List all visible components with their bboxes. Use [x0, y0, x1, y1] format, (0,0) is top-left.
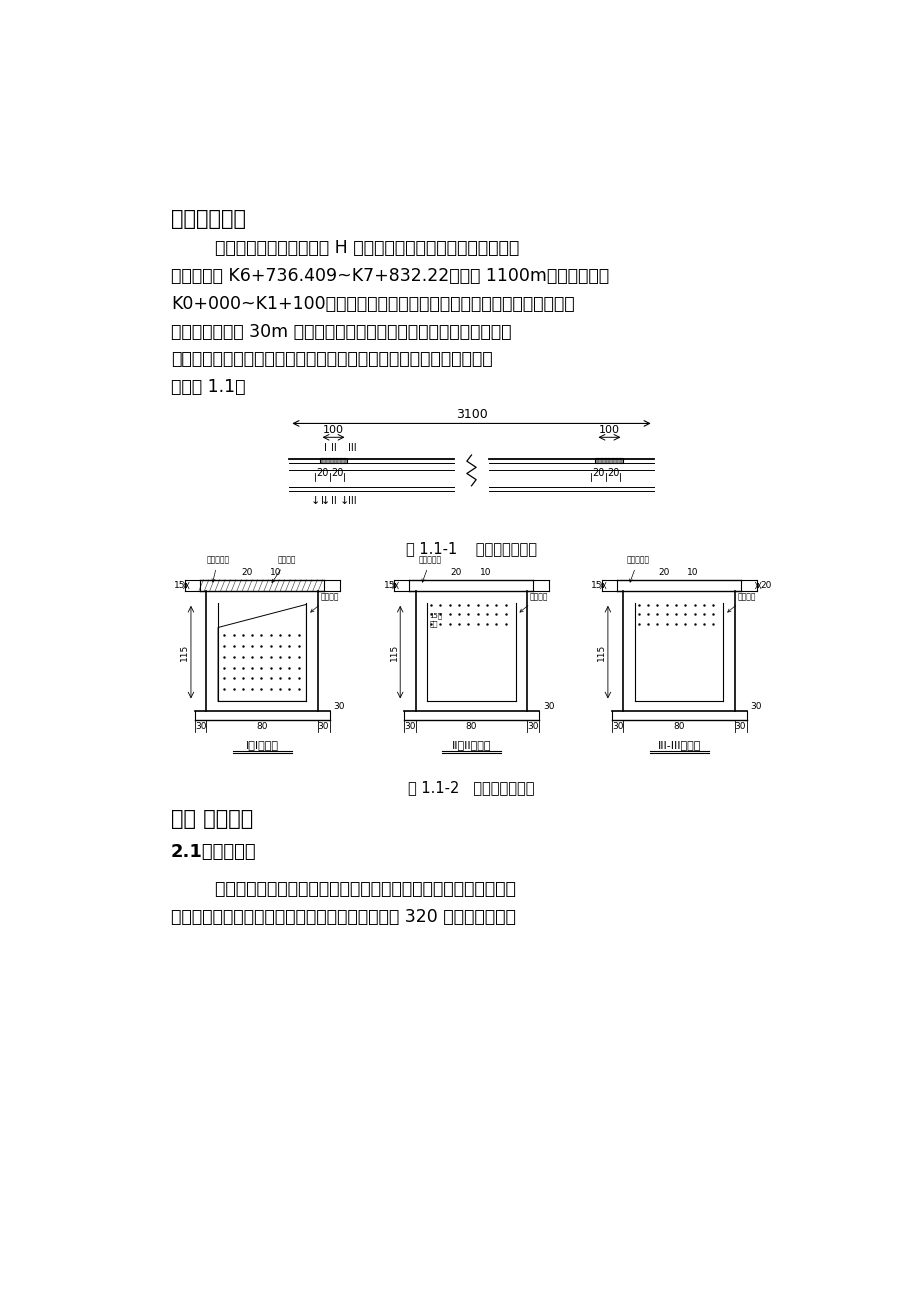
Text: 困难，为加快施工进度，保证施工工期，考虑采用 320 炮机进行开挖成: 困难，为加快施工进度，保证施工工期，考虑采用 320 炮机进行开挖成	[171, 907, 516, 926]
Text: 图见图 1.1：: 图见图 1.1：	[171, 378, 245, 396]
Text: 讫点桩号为 K6+736.409~K7+832.22，全长 1100m。独立桩号为: 讫点桩号为 K6+736.409~K7+832.22，全长 1100m。独立桩号…	[171, 267, 608, 285]
Text: 10: 10	[270, 568, 281, 577]
Text: 一、工程概况: 一、工程概况	[171, 208, 245, 229]
Text: 15: 15	[175, 581, 186, 590]
Text: 道路基层: 道路基层	[727, 592, 755, 612]
Text: 雨水篦子: 雨水篦子	[272, 556, 296, 582]
Text: II－II剖面图: II－II剖面图	[451, 740, 491, 750]
Text: 10: 10	[479, 568, 491, 577]
Text: 100: 100	[598, 424, 619, 435]
Text: 图 1.1-1    排水边沟立面图: 图 1.1-1 排水边沟立面图	[405, 542, 537, 556]
Text: 2.1、边沟开挖: 2.1、边沟开挖	[171, 844, 256, 861]
Text: 15: 15	[591, 581, 602, 590]
Text: ↓: ↓	[310, 496, 319, 505]
Text: 本工段大部分为挖方段，排水沟所处位置地质大多为普坚石，开挖: 本工段大部分为挖方段，排水沟所处位置地质大多为普坚石，开挖	[171, 880, 516, 898]
Text: 30: 30	[527, 723, 538, 732]
Text: 20: 20	[592, 467, 604, 478]
Text: 30: 30	[734, 723, 745, 732]
Text: 30: 30	[611, 723, 623, 732]
Text: 30: 30	[317, 723, 329, 732]
Text: ↓: ↓	[339, 496, 348, 505]
Text: 115: 115	[390, 643, 398, 660]
Text: II: II	[331, 443, 337, 453]
Text: 3100: 3100	[455, 408, 487, 421]
Text: 30: 30	[195, 723, 207, 732]
Text: I: I	[324, 443, 327, 453]
Text: 15厚
浆砌: 15厚 浆砌	[429, 613, 442, 626]
Text: 100: 100	[323, 424, 344, 435]
Text: 20: 20	[760, 581, 771, 590]
Text: III-III剖面图: III-III剖面图	[657, 740, 700, 750]
Text: 混凝土盖板: 混凝土盖板	[626, 556, 649, 582]
Text: 115: 115	[596, 643, 606, 660]
Text: 20: 20	[316, 467, 328, 478]
Text: 20: 20	[241, 568, 252, 577]
Text: ↓: ↓	[321, 496, 330, 505]
Text: 20: 20	[657, 568, 669, 577]
Bar	[319, 458, 347, 464]
Text: 80: 80	[256, 723, 267, 732]
Text: 15: 15	[383, 581, 394, 590]
Text: III: III	[347, 443, 356, 453]
Text: 道路基层: 道路基层	[311, 592, 338, 612]
Text: 20: 20	[607, 467, 618, 478]
Text: 全覆盖式，每隔 30m 设置一道进水口，将路面雨水排入水沟，进水口: 全覆盖式，每隔 30m 设置一道进水口，将路面雨水排入水沟，进水口	[171, 323, 511, 341]
Text: 20: 20	[449, 568, 461, 577]
Text: 设置一道雨水篦子，雨水篦子采用钢筋网片制作，排水沟立面图及截面: 设置一道雨水篦子，雨水篦子采用钢筋网片制作，排水沟立面图及截面	[171, 350, 492, 368]
Text: 115: 115	[180, 643, 189, 660]
Text: 80: 80	[673, 723, 685, 732]
Text: 20: 20	[331, 467, 343, 478]
Text: I－I剖面图: I－I剖面图	[245, 740, 278, 750]
Bar	[595, 458, 623, 464]
Text: 二、 施工工艺: 二、 施工工艺	[171, 810, 253, 829]
Text: 混凝土盖板: 混凝土盖板	[206, 556, 230, 582]
Text: K0+000~K1+100，该标段排水方式采用道路两侧修建排水沟，排水沟为: K0+000~K1+100，该标段排水方式采用道路两侧修建排水沟，排水沟为	[171, 294, 573, 312]
Text: 道路基层: 道路基层	[519, 592, 548, 612]
Text: 30: 30	[750, 702, 761, 711]
Text: 图 1.1-2   排水边沟剖面图: 图 1.1-2 排水边沟剖面图	[408, 780, 534, 796]
Text: 80: 80	[465, 723, 477, 732]
Text: 10: 10	[686, 568, 698, 577]
Text: 30: 30	[404, 723, 415, 732]
Text: 30: 30	[334, 702, 345, 711]
Text: II: II	[330, 496, 336, 505]
Text: 慈母山隧道及连接道工程 H 标段为温家溪大桥后至通江大道，起: 慈母山隧道及连接道工程 H 标段为温家溪大桥后至通江大道，起	[171, 240, 518, 258]
Text: I: I	[321, 496, 323, 505]
Text: 30: 30	[542, 702, 553, 711]
Text: 混凝土盖板: 混凝土盖板	[418, 556, 441, 582]
Text: III: III	[347, 496, 356, 505]
